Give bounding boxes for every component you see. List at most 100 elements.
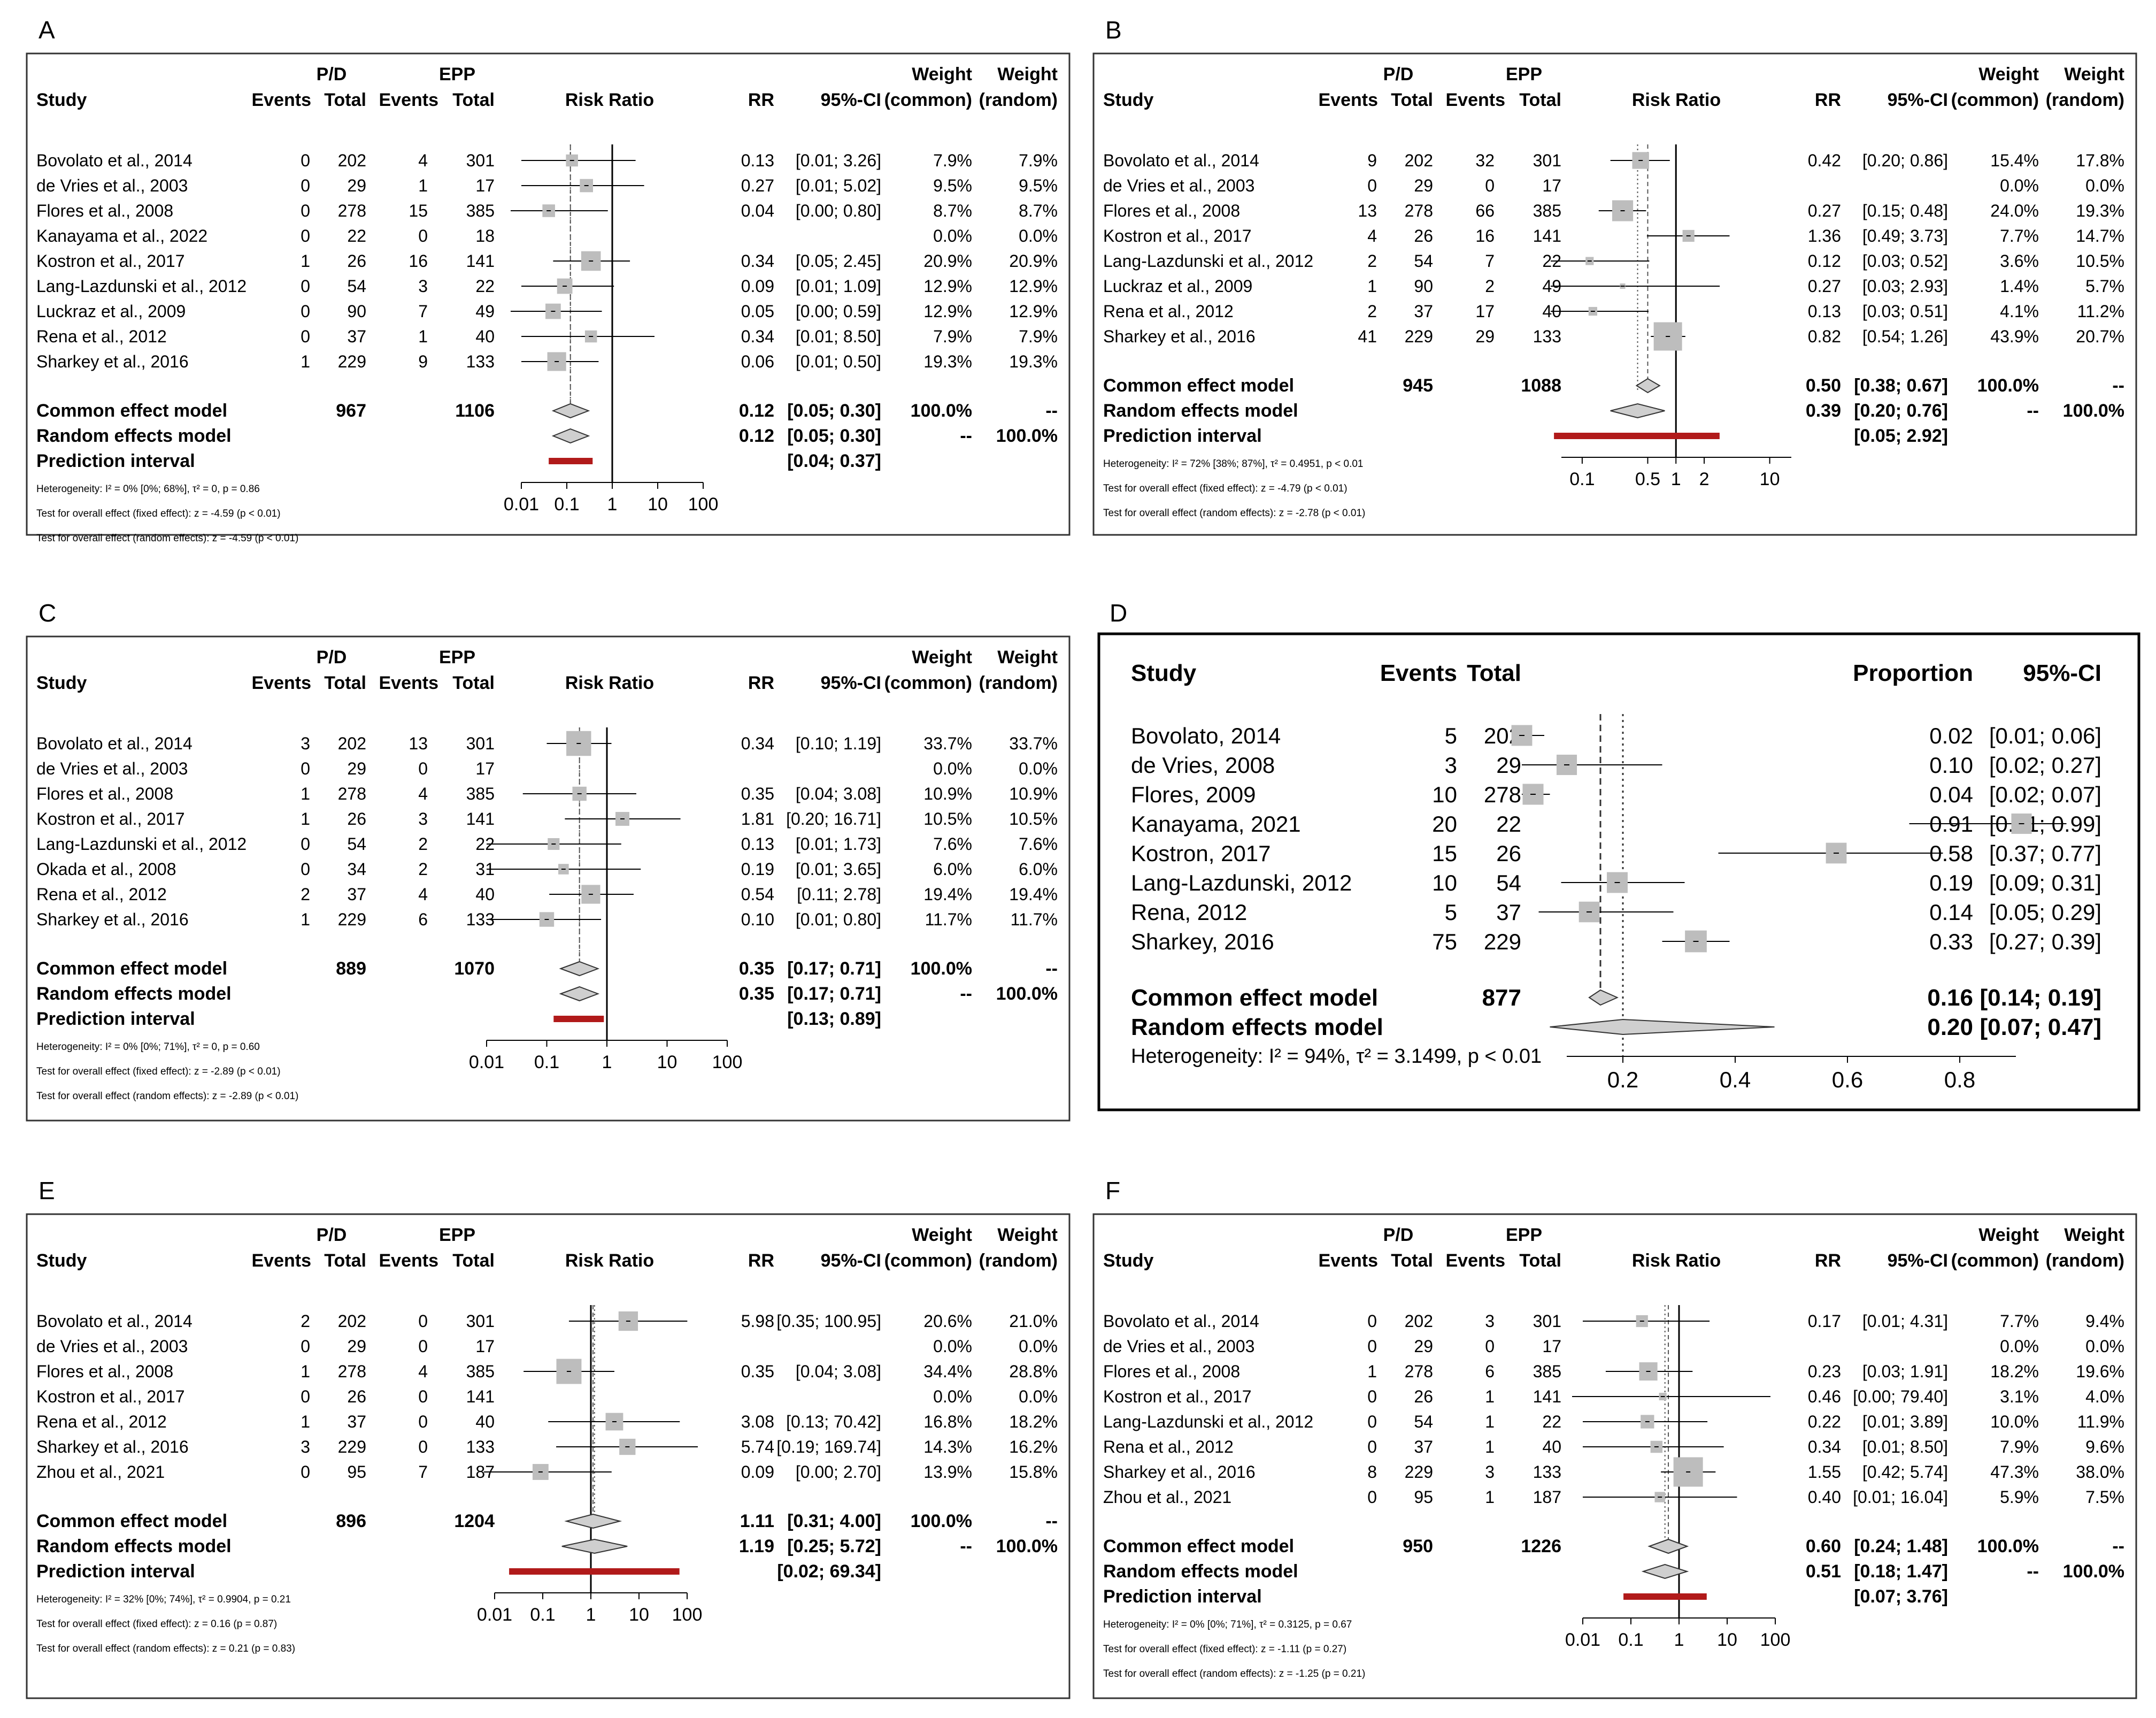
events-pd: 1 [301, 910, 310, 929]
weight-random: 19.4% [1009, 885, 1058, 904]
events-pd: 0 [301, 201, 310, 220]
table-row: Kanayama, 2021 20 22 0.91 [0.71; 0.99] [1131, 811, 2101, 837]
weight-common: 8.7% [933, 201, 972, 220]
total-epp: 141 [1533, 1387, 1561, 1406]
random-weight-random: 100.0% [2063, 401, 2124, 421]
study-ci: [0.01; 8.50] [1862, 1437, 1948, 1456]
header-weight-common: Weight [912, 647, 972, 668]
study-estimate: 0.22 [1808, 1412, 1841, 1431]
common-effect-diamond [559, 961, 600, 977]
total-epp: 22 [475, 277, 495, 296]
study-name: Flores et al., 2008 [1103, 1362, 1240, 1381]
weight-random: 7.9% [1019, 327, 1058, 346]
weight-common: 15.4% [1990, 151, 2039, 170]
events-epp: 2 [1485, 277, 1495, 296]
header-weight-common-sub: (common) [1951, 1251, 2039, 1271]
weight-common: 13.9% [923, 1462, 972, 1482]
group-label-pd: P/D [317, 64, 347, 85]
group-label-pd: P/D [1383, 64, 1414, 85]
study-estimate: 0.27 [741, 176, 774, 195]
header-weight-random: Weight [997, 64, 1058, 85]
study-name: Rena, 2012 [1131, 900, 1247, 925]
events-pd: 41 [1358, 327, 1377, 346]
weight-common: 7.7% [2000, 1311, 2039, 1331]
study-proportion: 0.33 [1929, 929, 1973, 954]
footnote-2: Test for overall effect (fixed effect): … [36, 508, 281, 519]
total-epp: 18 [475, 226, 495, 246]
total-epp: 40 [475, 885, 495, 904]
study-name: Bovolato et al., 2014 [36, 734, 192, 753]
total-epp: 385 [466, 784, 495, 803]
events-pd: 2 [1367, 302, 1377, 321]
header-events: Events [1380, 660, 1457, 686]
total-pd: 90 [347, 302, 366, 321]
events-pd: 13 [1358, 201, 1377, 220]
header-events-epp: Events [379, 90, 439, 110]
study-estimate: 0.82 [1808, 327, 1841, 346]
weight-random: 19.3% [1009, 352, 1058, 371]
study-ci: [0.01; 0.80] [796, 910, 881, 929]
events-epp: 4 [418, 1362, 428, 1381]
study-ci: [0.20; 0.86] [1862, 151, 1948, 170]
header-total-pd: Total [324, 90, 366, 110]
total-pd: 54 [1414, 251, 1433, 271]
header-effect-label: Risk Ratio [565, 90, 654, 110]
x-tick-label: 100 [688, 494, 719, 515]
study-estimate: 0.34 [1808, 1437, 1841, 1456]
header-events-epp: Events [379, 673, 439, 693]
study-estimate: 0.23 [1808, 1362, 1841, 1381]
header-proportion: Proportion [1853, 660, 1973, 686]
footnote-heterogeneity: Heterogeneity: I² = 94%, τ² = 3.1499, p … [1131, 1045, 1542, 1068]
events-pd: 0 [1367, 1337, 1377, 1356]
study-estimate: 0.05 [741, 302, 774, 321]
events-epp: 9 [418, 352, 428, 371]
common-weight-random: -- [2112, 1536, 2124, 1556]
study-ci: [0.20; 16.71] [786, 809, 881, 829]
x-tick-label: 1 [602, 1052, 612, 1072]
header-effect-label: Risk Ratio [565, 673, 654, 693]
header-ci: 95%-CI [821, 90, 881, 110]
random-estimate: 0.20 [1927, 1014, 1973, 1040]
study-name: Kostron et al., 2017 [1103, 226, 1252, 246]
total-pd: 29 [347, 759, 366, 778]
panel-letter: B [1105, 16, 1122, 44]
events-epp: 1 [1485, 1437, 1495, 1456]
events-pd: 0 [1367, 1487, 1377, 1507]
study-ci: [0.02; 0.27] [1989, 753, 2101, 778]
study-name: Flores et al., 2008 [36, 784, 173, 803]
events-epp: 2 [418, 834, 428, 854]
total-epp: 22 [1542, 1412, 1561, 1431]
total: 22 [1496, 811, 1521, 837]
header-total-epp: Total [1519, 90, 1561, 110]
prediction-interval-label: Prediction interval [36, 451, 195, 471]
total-pd: 26 [1414, 1387, 1433, 1406]
header-est: RR [748, 90, 774, 110]
footnote-1: Heterogeneity: I² = 0% [0%; 68%], τ² = 0… [36, 484, 260, 495]
x-tick-label: 0.5 [1635, 469, 1660, 489]
random-effects-label: Random effects model [36, 1536, 232, 1556]
header-total-epp: Total [452, 1251, 495, 1271]
total-pd: 34 [347, 860, 366, 879]
random-estimate: 0.35 [739, 984, 774, 1004]
header-weight-random-sub: (random) [979, 1251, 1058, 1271]
total-epp: 385 [1533, 201, 1561, 220]
footnote-3: Test for overall effect (random effects)… [36, 1643, 295, 1654]
total-pd: 37 [1414, 302, 1433, 321]
header-weight-common: Weight [912, 1225, 972, 1245]
random-effects-label: Random effects model [1103, 1561, 1298, 1582]
study-name: Flores, 2009 [1131, 782, 1256, 807]
table-row: Kostron, 2017 15 26 0.58 [0.37; 0.77] [1131, 841, 2101, 866]
total-pd: 26 [1414, 226, 1433, 246]
total-epp: 187 [1533, 1487, 1561, 1507]
header-study: Study [1103, 1251, 1154, 1271]
header-ci: 95%-CI [1888, 90, 1948, 110]
random-weight-common: -- [2027, 1561, 2039, 1582]
total-epp: 133 [1533, 1462, 1561, 1482]
events-pd: 0 [301, 277, 310, 296]
random-effects-label: Random effects model [1103, 401, 1298, 421]
weight-common: 7.7% [2000, 226, 2039, 246]
x-tick-label: 0.01 [1565, 1630, 1600, 1650]
events-epp: 15 [409, 201, 428, 220]
study-name: de Vries et al., 2003 [36, 759, 188, 778]
common-estimate: 0.16 [1927, 985, 1973, 1011]
